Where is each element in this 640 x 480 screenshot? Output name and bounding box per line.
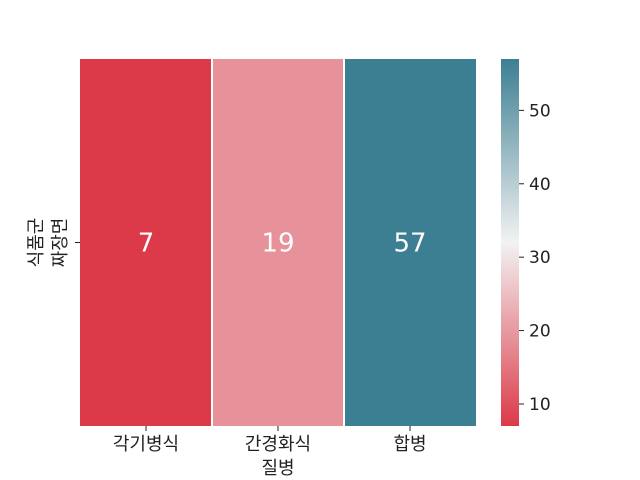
heatmap-cell — [213, 59, 343, 426]
cell-value-labels: 7 19 57 — [138, 229, 427, 259]
x-tick-label: 각기병식 — [113, 434, 179, 455]
cell-value-label: 7 — [138, 229, 155, 259]
colorbar-ticks: 10 20 30 40 50 — [519, 101, 551, 415]
x-tick-label: 합병 — [393, 434, 426, 455]
y-tick-label: 식품군 — [26, 218, 47, 268]
y-axis-ticks: 식품군 짜장면 — [26, 218, 80, 268]
heatmap-cell — [80, 59, 211, 426]
colorbar-tick-label: 40 — [529, 175, 551, 195]
colorbar-tick-label: 50 — [529, 101, 551, 121]
colorbar-tick-label: 10 — [529, 395, 551, 415]
cell-value-label: 19 — [261, 229, 294, 259]
x-tick-label: 질병 — [261, 458, 294, 479]
colorbar-tick-label: 20 — [529, 322, 551, 342]
heatmap-cell — [345, 59, 476, 426]
y-tick-label: 짜장면 — [50, 218, 71, 268]
heatmap-cells — [80, 59, 476, 426]
cell-value-label: 57 — [393, 229, 426, 259]
colorbar — [501, 59, 519, 426]
colorbar-tick-label: 30 — [529, 248, 551, 268]
x-tick-label: 간경화식 — [245, 434, 311, 455]
